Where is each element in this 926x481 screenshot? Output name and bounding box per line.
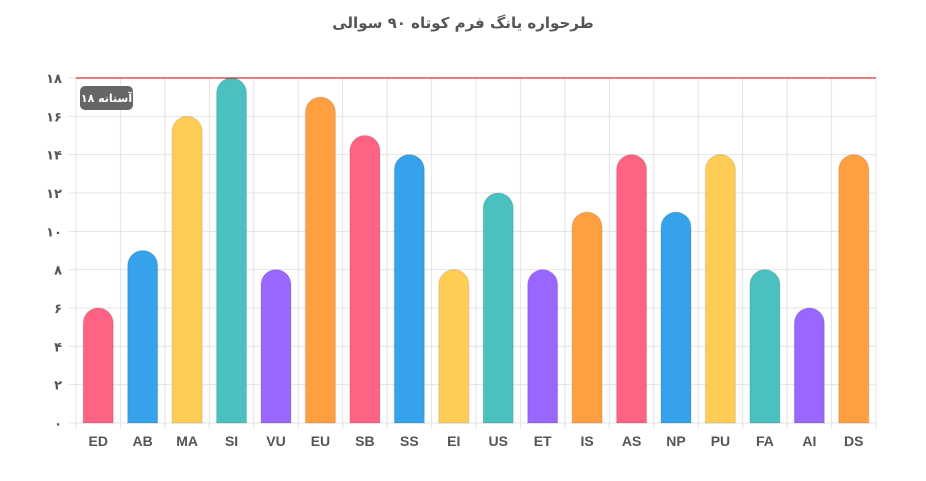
- bar-vu: [260, 268, 292, 424]
- bar-as: [615, 153, 648, 424]
- bar-ds: [838, 153, 870, 424]
- bar-ss: [393, 153, 426, 424]
- x-tick-label: NP: [666, 433, 685, 449]
- y-tick-label: ۱۸: [46, 72, 62, 87]
- y-tick-label: ۴: [54, 340, 62, 355]
- threshold-label: آستانه ۱۸: [81, 91, 133, 105]
- x-tick-label: SS: [400, 433, 419, 449]
- y-tick-label: ۲: [54, 379, 62, 394]
- bar-is: [571, 211, 603, 424]
- bar-us: [482, 192, 514, 424]
- x-tick-label: EI: [447, 433, 460, 449]
- y-tick-label: ۱۲: [46, 187, 62, 202]
- y-tick-label: ۰: [54, 417, 62, 432]
- x-tick-label: AB: [133, 433, 153, 449]
- x-tick-label: PU: [711, 433, 730, 449]
- x-tick-label: US: [488, 433, 507, 449]
- y-tick-label: ۸: [54, 264, 62, 279]
- bar-et: [526, 268, 559, 424]
- x-tick-label: AS: [622, 433, 641, 449]
- bar-ai: [793, 307, 826, 424]
- x-tick-label: ED: [88, 433, 107, 449]
- x-tick-label: VU: [266, 433, 285, 449]
- bar-si: [215, 77, 248, 424]
- bar-eu: [304, 96, 337, 424]
- bar-ed: [82, 307, 114, 424]
- x-tick-label: EU: [311, 433, 330, 449]
- chart-title: طرحواره یانگ فرم کوتاه ۹۰ سوالی: [332, 14, 594, 32]
- y-tick-label: ۶: [54, 302, 62, 317]
- x-tick-label: SI: [225, 433, 238, 449]
- bar-ab: [126, 249, 159, 424]
- bar-pu: [704, 153, 737, 424]
- x-tick-label: IS: [580, 433, 593, 449]
- x-tick-label: FA: [756, 433, 774, 449]
- y-tick-label: ۱۴: [46, 149, 62, 164]
- y-tick-label: ۱۰: [46, 225, 62, 240]
- x-tick-label: SB: [355, 433, 374, 449]
- bar-fa: [749, 268, 781, 424]
- y-tick-label: ۱۶: [46, 110, 62, 125]
- bar-sb: [349, 134, 381, 424]
- bar-np: [660, 211, 692, 424]
- x-tick-label: MA: [176, 433, 198, 449]
- x-tick-label: DS: [844, 433, 863, 449]
- x-tick-label: AI: [802, 433, 816, 449]
- threshold-label-box: [80, 86, 133, 110]
- x-tick-label: ET: [534, 433, 552, 449]
- bar-ma: [171, 115, 203, 424]
- bar-ei: [438, 268, 470, 424]
